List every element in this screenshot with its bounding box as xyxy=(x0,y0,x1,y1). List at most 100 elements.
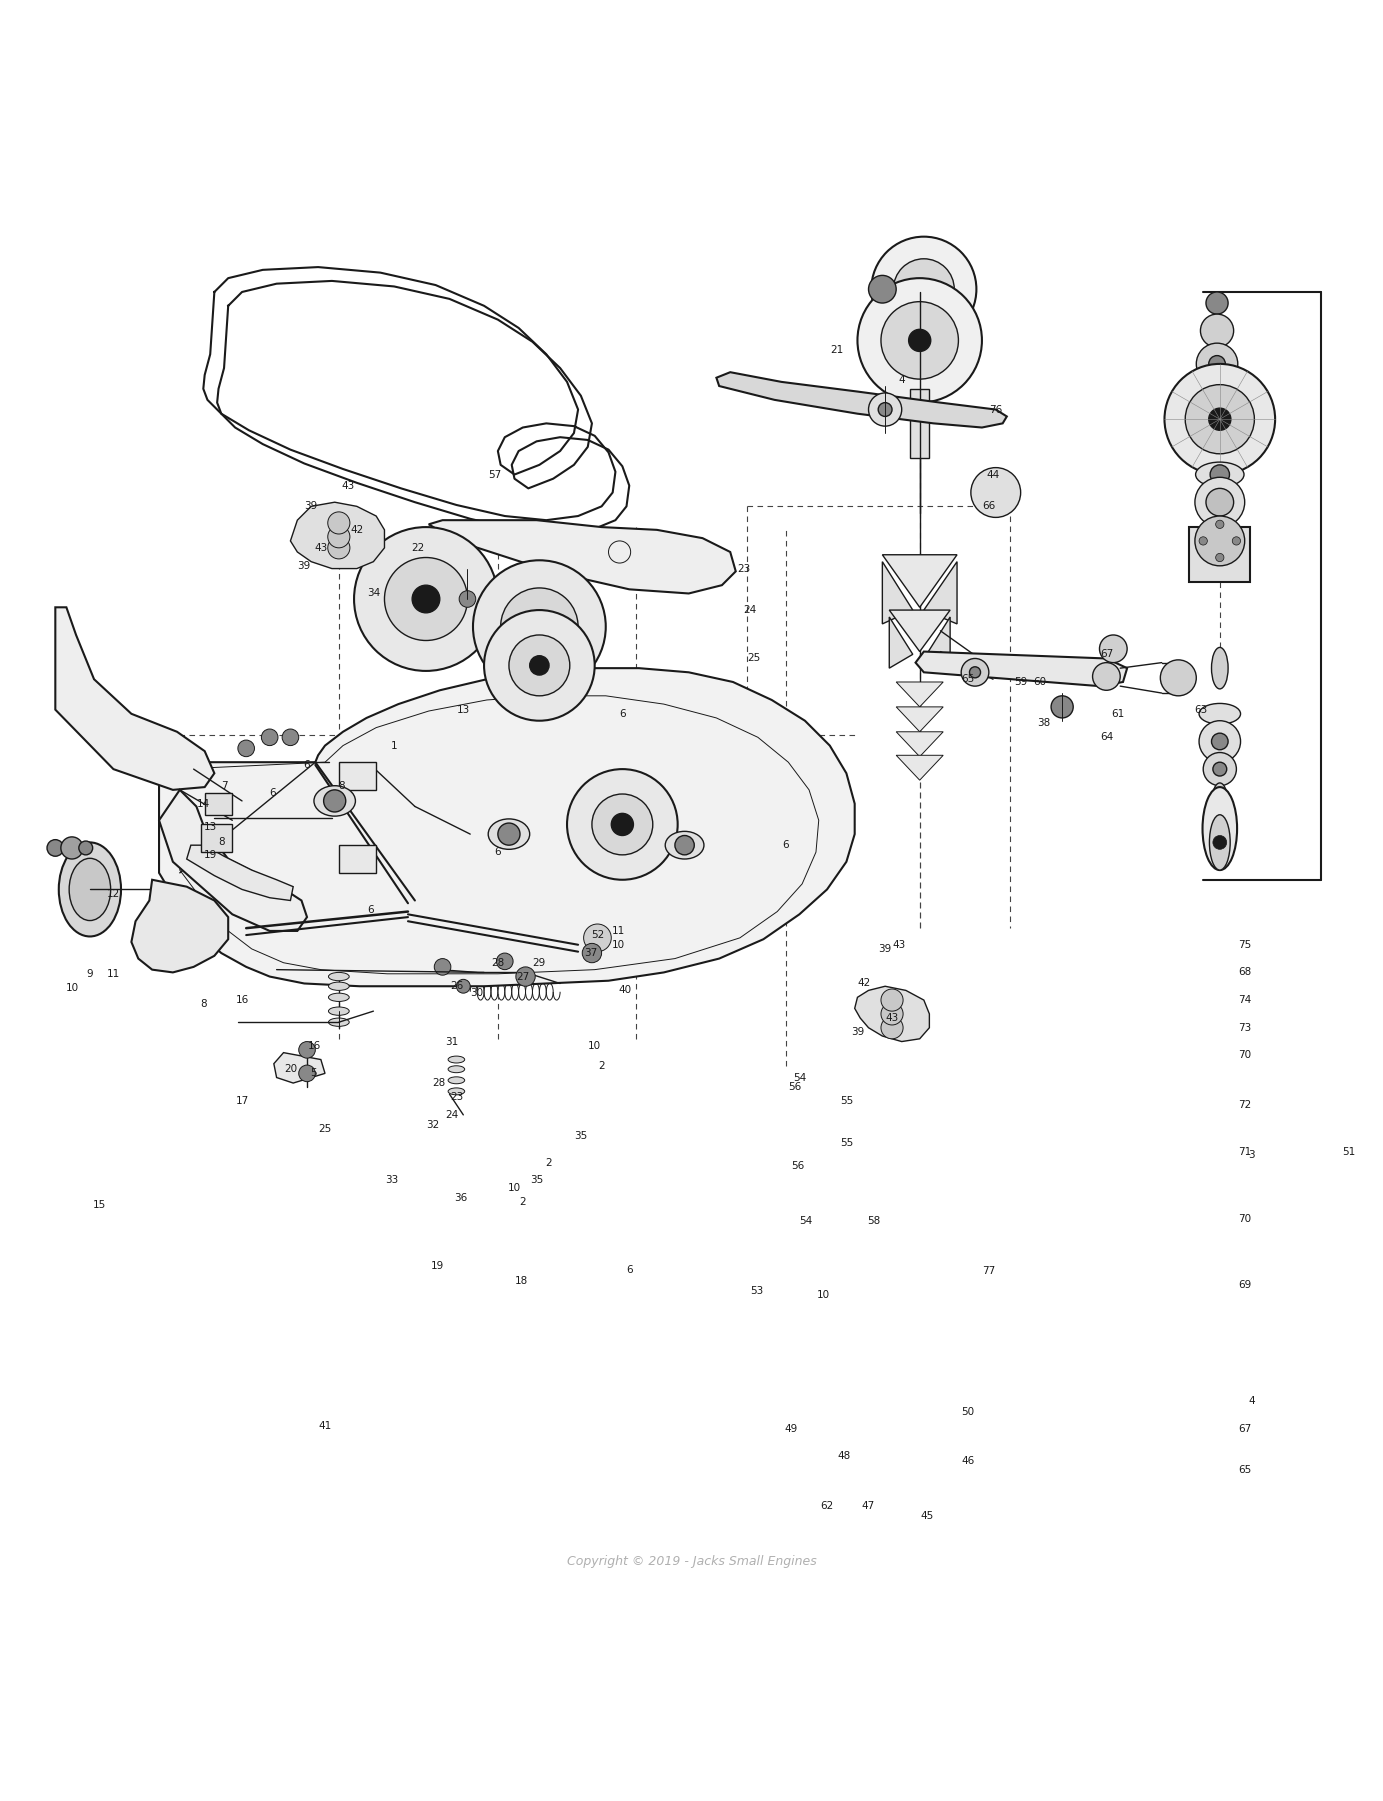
Circle shape xyxy=(881,989,903,1010)
Circle shape xyxy=(1213,762,1227,776)
Circle shape xyxy=(1185,385,1254,454)
Text: 16: 16 xyxy=(235,996,249,1005)
Text: 7: 7 xyxy=(221,780,227,791)
Text: 2: 2 xyxy=(546,1158,552,1169)
Circle shape xyxy=(881,1003,903,1025)
Text: 69: 69 xyxy=(1238,1281,1252,1290)
Circle shape xyxy=(47,839,64,855)
Circle shape xyxy=(328,526,350,548)
Polygon shape xyxy=(882,555,957,607)
Text: 24: 24 xyxy=(445,1109,459,1120)
Text: 6: 6 xyxy=(368,906,373,915)
Text: 23: 23 xyxy=(449,1091,463,1102)
Text: 24: 24 xyxy=(743,605,757,616)
Text: 72: 72 xyxy=(1238,1100,1252,1109)
Text: 54: 54 xyxy=(792,1073,806,1082)
Text: 13: 13 xyxy=(203,823,217,832)
Ellipse shape xyxy=(448,1088,465,1095)
Circle shape xyxy=(1093,663,1120,690)
Polygon shape xyxy=(910,389,929,457)
Ellipse shape xyxy=(448,1077,465,1084)
Ellipse shape xyxy=(1212,647,1228,690)
Text: 47: 47 xyxy=(862,1502,875,1511)
Text: 10: 10 xyxy=(65,983,79,992)
Text: 4: 4 xyxy=(899,375,904,385)
Text: 46: 46 xyxy=(961,1455,975,1466)
Circle shape xyxy=(1199,537,1207,546)
Circle shape xyxy=(509,636,570,695)
Circle shape xyxy=(1199,720,1241,762)
Text: 77: 77 xyxy=(982,1266,996,1277)
Text: 6: 6 xyxy=(270,787,275,798)
Polygon shape xyxy=(274,1052,325,1082)
Polygon shape xyxy=(889,611,950,652)
Circle shape xyxy=(498,823,520,845)
Text: 32: 32 xyxy=(426,1120,440,1129)
Polygon shape xyxy=(131,879,228,973)
Text: 68: 68 xyxy=(1238,967,1252,978)
Text: 39: 39 xyxy=(297,560,311,571)
Text: 19: 19 xyxy=(203,850,217,859)
Text: 36: 36 xyxy=(454,1192,467,1203)
Circle shape xyxy=(909,330,931,351)
Text: 70: 70 xyxy=(1238,1214,1252,1223)
Circle shape xyxy=(961,659,989,686)
Text: 67: 67 xyxy=(1099,650,1113,659)
Circle shape xyxy=(456,980,470,992)
Circle shape xyxy=(412,585,440,612)
Polygon shape xyxy=(339,845,376,873)
Polygon shape xyxy=(889,618,913,668)
Text: 50: 50 xyxy=(961,1407,975,1417)
Polygon shape xyxy=(205,792,232,814)
Polygon shape xyxy=(896,731,943,756)
Text: Jacks: Jacks xyxy=(614,875,686,899)
Circle shape xyxy=(857,277,982,403)
Text: 18: 18 xyxy=(514,1275,528,1286)
Text: 28: 28 xyxy=(431,1079,445,1088)
Text: 49: 49 xyxy=(784,1425,798,1434)
Text: 27: 27 xyxy=(516,971,530,982)
Circle shape xyxy=(1160,659,1196,695)
Text: 34: 34 xyxy=(366,589,380,598)
Ellipse shape xyxy=(448,1055,465,1063)
Ellipse shape xyxy=(448,1066,465,1073)
Circle shape xyxy=(1232,537,1241,546)
Circle shape xyxy=(501,587,578,665)
Text: 54: 54 xyxy=(799,1216,813,1226)
Text: 45: 45 xyxy=(920,1511,934,1520)
Text: 30: 30 xyxy=(470,989,484,998)
Text: 42: 42 xyxy=(857,978,871,989)
Text: 12: 12 xyxy=(106,888,120,899)
Text: SMALL ENGINES: SMALL ENGINES xyxy=(593,906,707,919)
Circle shape xyxy=(354,528,498,672)
Text: 48: 48 xyxy=(837,1452,851,1461)
Text: 71: 71 xyxy=(1238,1147,1252,1158)
Text: 59: 59 xyxy=(1014,677,1028,686)
Ellipse shape xyxy=(329,982,349,991)
Circle shape xyxy=(1209,355,1225,373)
Circle shape xyxy=(459,591,476,607)
Text: 23: 23 xyxy=(737,564,751,573)
Circle shape xyxy=(1213,836,1227,850)
Circle shape xyxy=(328,537,350,558)
Circle shape xyxy=(61,837,83,859)
Polygon shape xyxy=(290,502,384,569)
Ellipse shape xyxy=(314,785,355,816)
Circle shape xyxy=(971,468,1021,517)
Text: 3: 3 xyxy=(1249,1151,1254,1160)
Ellipse shape xyxy=(329,1007,349,1016)
Ellipse shape xyxy=(665,832,704,859)
Text: 64: 64 xyxy=(1099,733,1113,742)
Ellipse shape xyxy=(69,859,111,920)
Text: 6: 6 xyxy=(626,1264,632,1275)
Text: 51: 51 xyxy=(1342,1147,1355,1158)
Text: 29: 29 xyxy=(532,958,546,967)
Text: 44: 44 xyxy=(986,470,1000,479)
Text: 25: 25 xyxy=(747,654,761,663)
Text: 9: 9 xyxy=(87,969,93,978)
Text: 2: 2 xyxy=(520,1198,526,1207)
Circle shape xyxy=(869,276,896,303)
Text: 39: 39 xyxy=(878,944,892,955)
Circle shape xyxy=(79,841,93,855)
Circle shape xyxy=(1164,364,1275,474)
